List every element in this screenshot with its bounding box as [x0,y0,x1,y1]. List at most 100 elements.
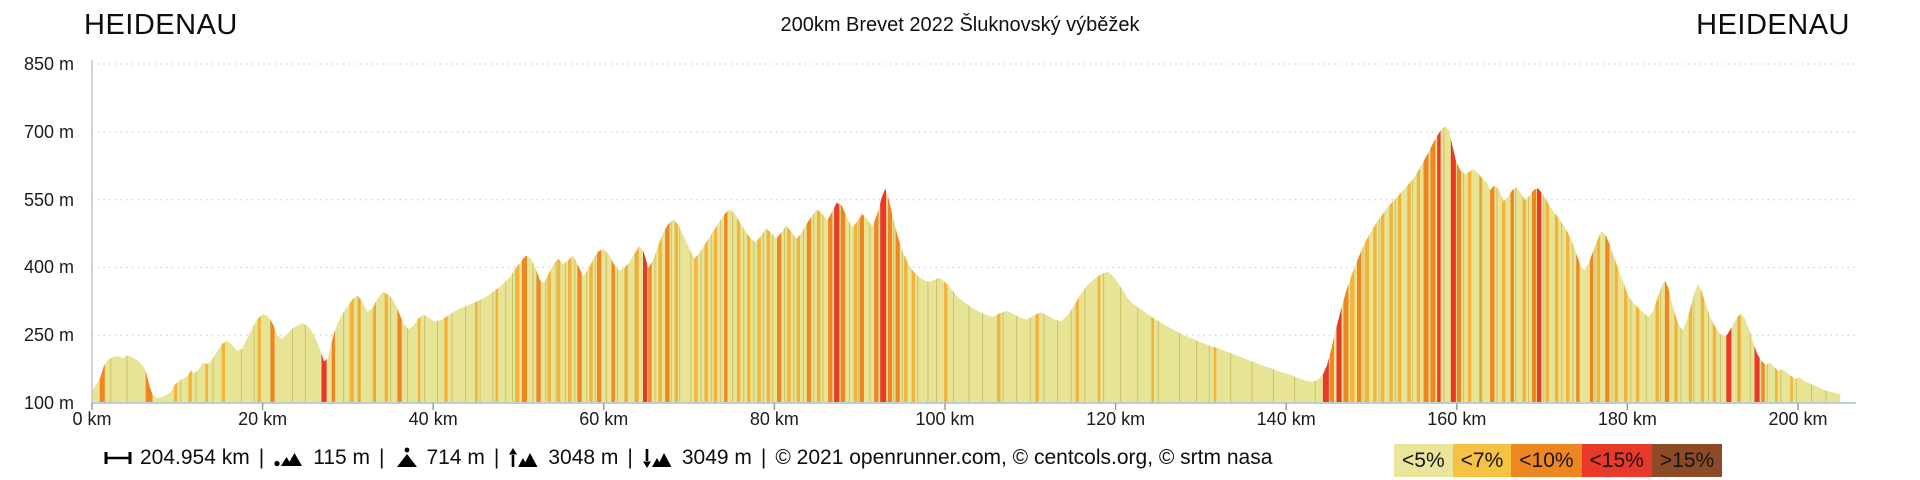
gradient-stripe [568,126,572,404]
gradient-stripe [1502,126,1506,404]
gradient-stripe [1389,126,1393,404]
gradient-stripe [384,126,388,404]
separator: | [258,446,265,469]
gradient-stripe [1437,126,1441,404]
gradient-stripe [1423,126,1429,404]
x-axis-label: 120 km [1086,409,1146,429]
x-axis-label: 200 km [1768,409,1828,429]
legend-item: <7% [1452,444,1512,477]
gradient-stripe [1322,126,1329,404]
gradient-stripe [1456,126,1462,404]
chart-title: 200km Brevet 2022 Šluknovský výběžek [780,14,1140,36]
gradient-stripe [643,126,648,404]
elevation-area [92,126,1841,404]
gradient-stripe [817,126,821,404]
gradient-stripe [515,126,520,404]
stat-min-altitude: 115 m [273,446,370,470]
gradient-stripe [321,126,327,404]
gradient-stripe [331,126,336,404]
gradient-stripe [704,126,708,404]
x-axis-label: 0 km [72,409,112,429]
gradient-stripe [1035,126,1039,404]
gradient-stripe [1343,126,1349,404]
stat-ascent: 3048 m [508,446,618,470]
gradient-stripe [1545,126,1549,404]
gradient-stripe [648,126,652,404]
gradient-stripe [880,126,887,404]
gradient-stripe [221,126,226,404]
stat-value: 115 m [313,446,371,469]
gradient-stripe [694,126,698,404]
gradient-stripe [874,126,879,404]
gradient-stripe [1712,126,1717,404]
gradient-stripe [1537,126,1542,404]
gradient-stripe [1522,126,1526,404]
gradient-stripe [372,126,376,404]
gradient-stripe [997,126,1001,404]
gradient-stripe [665,126,670,404]
gradient-stripe [834,126,840,404]
gradient-stripe [357,126,361,404]
legend-item: <5% [1394,444,1453,477]
separator: | [379,446,385,469]
gradient-stripe [766,126,771,404]
stat-descent: 3049 m [642,446,752,470]
gradient-stripe [736,126,741,404]
gradient-stripe [1554,126,1559,404]
gradient-stripe [589,126,593,404]
x-axis-label: 40 km [408,409,458,429]
gradient-stripe [1674,126,1678,404]
stat-value: 204.954 km [140,446,250,469]
gradient-stripe [475,126,478,404]
y-axis-label: 100 m [23,393,74,413]
y-axis-label: 700 m [23,121,74,142]
gradient-stripe [205,126,208,404]
separator: | [627,446,633,469]
separator: | [760,446,767,469]
gradient-stripe [1430,126,1436,404]
gradient-stripe [806,126,812,404]
legend-item: <15% [1581,444,1652,477]
gradient-stripe [1726,126,1732,404]
stat-max-altitude: 714 m [394,446,485,470]
gradient-stripe [887,126,893,404]
gradient-stripe [1737,126,1741,404]
x-axis-label: 140 km [1256,409,1316,429]
gradient-stripe [611,126,615,404]
x-axis-label: 160 km [1427,409,1487,429]
gradient-stripe [1357,126,1362,404]
y-axis-label: 550 m [23,189,74,210]
gradient-stripe [747,126,751,404]
gradient-stripe [1151,126,1154,404]
gradient-stripe [1490,126,1495,404]
x-axis-label: 80 km [749,409,799,429]
stat-value: 714 m [426,446,485,469]
gradient-stripe [1688,126,1693,404]
gradient-stripe [1213,126,1217,404]
gradient-stripe [757,126,761,404]
y-axis-label: 850 m [23,54,74,74]
gradient-stripe [1596,126,1601,404]
gradient-stripe [658,126,662,404]
stat-value: 3049 m [681,446,752,469]
gradient-stripe [1605,126,1610,404]
gradient-stripe [787,126,791,404]
gradient-stripe [713,126,718,404]
gradient-stripe [1467,126,1472,404]
gradient-stripe [904,126,908,404]
gradient-stripe [1566,126,1570,404]
stat-distance: 204.954 km [103,446,250,470]
gradient-stripe [1364,126,1369,404]
gradient-stripe [1397,126,1402,404]
copyright-credits: © 2021 openrunner.com, © centcols.org, ©… [775,446,1273,469]
distance-icon [103,448,133,468]
gradient-legend: <5% <7% <10% <15% >15% [1394,444,1723,477]
max-altitude-icon [394,447,420,469]
gradient-stripe [853,126,858,404]
y-axis-label: 400 m [23,257,74,278]
gradient-stripe [397,126,402,404]
x-axis-label: 60 km [579,409,629,429]
gradient-stripe [556,126,561,404]
